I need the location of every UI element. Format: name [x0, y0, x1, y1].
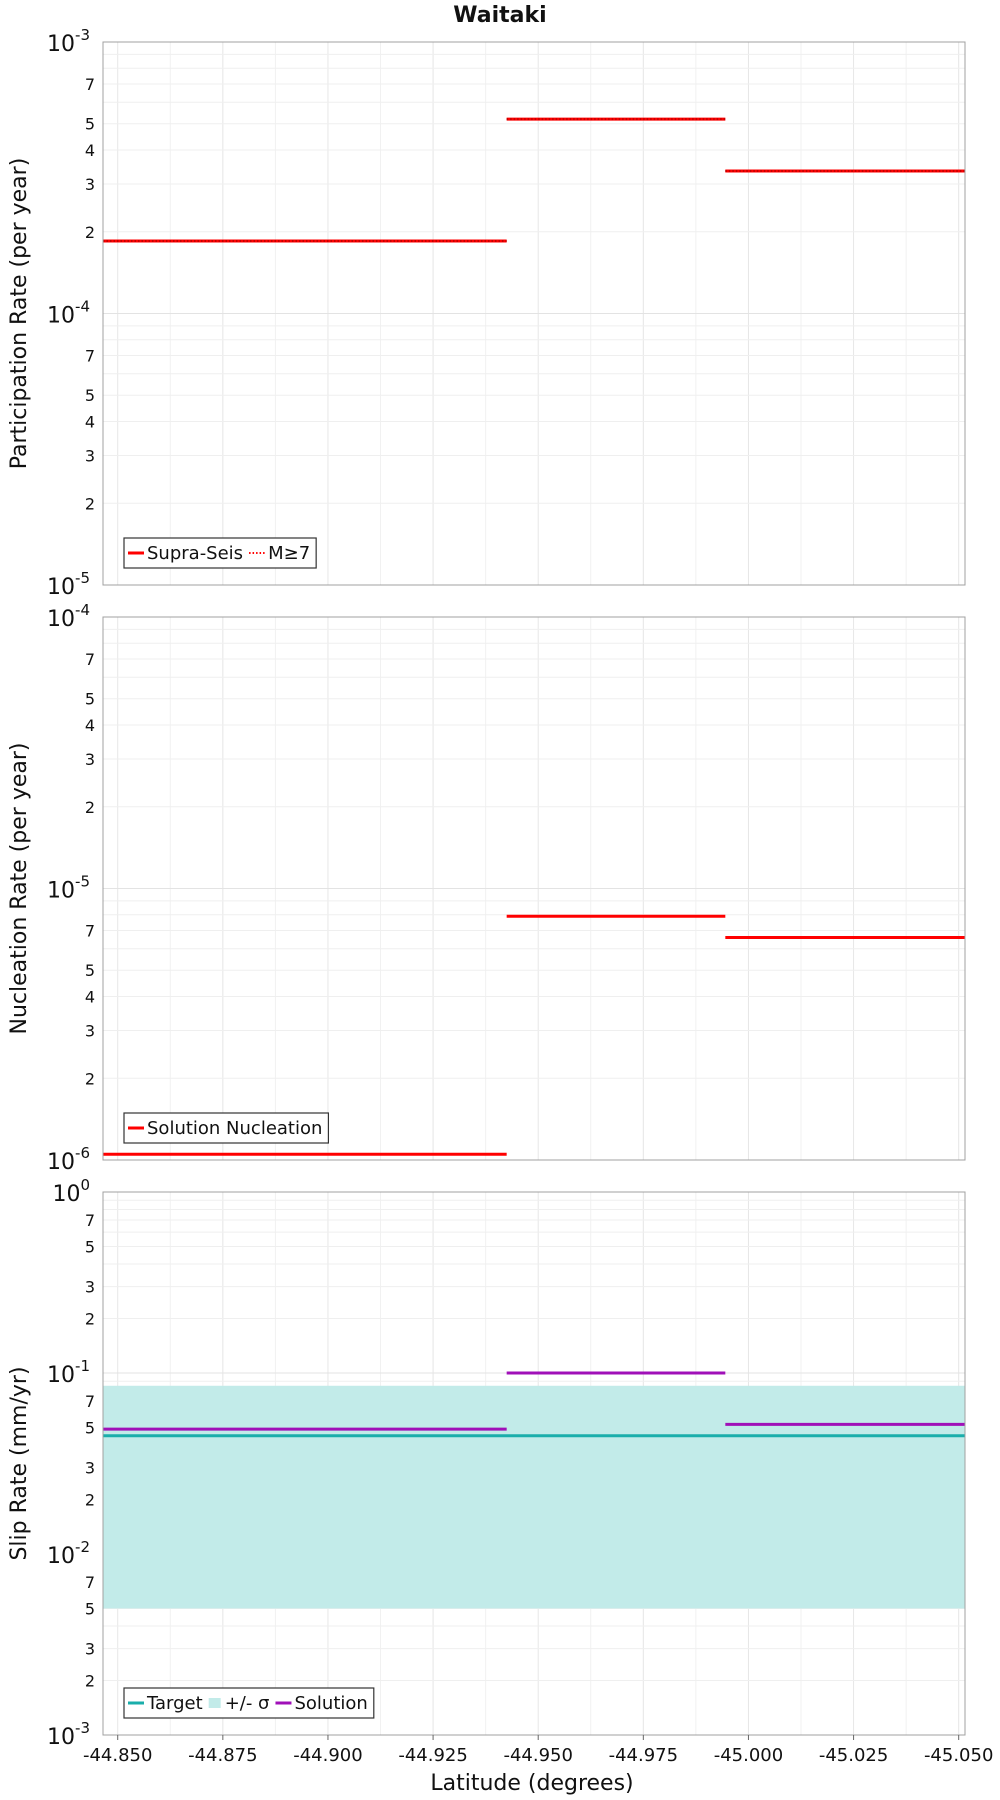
y-tick-minor-label: 3	[85, 1021, 95, 1040]
x-tick-label: -45.050	[924, 1745, 993, 1766]
y-tick-minor-label: 7	[85, 650, 95, 669]
y-axis-label: Participation Rate (per year)	[7, 158, 32, 470]
y-tick-major-label: 100	[52, 1176, 90, 1207]
legend-label-supra-seis: Supra-Seis	[147, 543, 243, 564]
y-tick-minor-label: 2	[85, 1310, 95, 1329]
x-tick-label: -44.875	[188, 1745, 257, 1766]
legend-label--: +/- σ	[225, 1693, 270, 1714]
y-tick-minor-label: 4	[85, 988, 95, 1007]
legend: Supra-Seis M≥7	[123, 537, 317, 569]
legend: Solution Nucleation	[123, 1112, 330, 1144]
x-tick-label: -44.850	[83, 1745, 152, 1766]
y-tick-minor-label: 5	[85, 1418, 95, 1437]
y-tick-minor-label: 2	[85, 1672, 95, 1691]
x-tick-label: -45.000	[714, 1745, 783, 1766]
y-tick-minor-label: 3	[85, 1459, 95, 1478]
panel-nucleation: 2 3 4 5 7 2 3 4 5 7 10-6 10-5 10-4 Solution Nucleatio…	[7, 601, 966, 1175]
y-tick-minor-label: 7	[85, 1211, 95, 1230]
y-tick-minor-label: 5	[85, 115, 95, 134]
y-tick-minor-label: 5	[85, 690, 95, 709]
y-tick-minor-label: 7	[85, 1573, 95, 1592]
legend-label-target: Target	[146, 1693, 203, 1714]
x-tick-label: -44.900	[293, 1745, 362, 1766]
y-tick-minor-label: 5	[85, 961, 95, 980]
x-tick-label: -44.975	[609, 1745, 678, 1766]
x-tick-label: -44.925	[398, 1745, 467, 1766]
y-tick-major-label: 10-2	[47, 1538, 90, 1569]
y-tick-minor-label: 2	[85, 1069, 95, 1088]
chart-title: Waitaki	[453, 3, 546, 28]
x-tick-label: -44.950	[503, 1745, 572, 1766]
y-tick-minor-label: 7	[85, 75, 95, 94]
plot-frame	[102, 616, 966, 1161]
x-axis-label: Latitude (degrees)	[430, 1771, 633, 1796]
y-tick-major-label: 10-6	[47, 1144, 90, 1175]
legend-swatch--	[208, 1698, 221, 1708]
y-tick-minor-label: 2	[85, 798, 95, 817]
plot-frame	[102, 1191, 966, 1736]
y-tick-major-label: 10-4	[47, 298, 90, 329]
panel-participation: 2 3 4 5 7 2 3 4 5 7 10-5 10-4 10-3 Supra-Seis M≥7 Parti…	[7, 26, 966, 600]
y-axis-label: Slip Rate (mm/yr)	[7, 1366, 32, 1560]
y-tick-minor-label: 5	[85, 386, 95, 405]
y-tick-minor-label: 2	[85, 494, 95, 513]
y-tick-minor-label: 3	[85, 750, 95, 769]
y-tick-minor-label: 3	[85, 1278, 95, 1297]
panel-slip: 2 3 5 7 2 3 5 7 2 3 5 7 10-3 10-2 10-1 100 Target +/- σ So…	[7, 1176, 966, 1750]
y-tick-minor-label: 3	[85, 1640, 95, 1659]
y-tick-minor-label: 7	[85, 347, 95, 366]
legend-label-m-7: M≥7	[268, 543, 310, 564]
y-tick-minor-label: 5	[85, 1237, 95, 1256]
y-axis-label: Nucleation Rate (per year)	[7, 743, 32, 1035]
legend-box	[123, 1687, 375, 1719]
sigma-band	[103, 1385, 965, 1609]
y-tick-minor-label: 4	[85, 141, 95, 160]
y-tick-minor-label: 5	[85, 1599, 95, 1618]
legend-box	[123, 1112, 330, 1144]
legend-label-solution: Solution	[294, 1693, 367, 1714]
y-tick-minor-label: 7	[85, 1392, 95, 1411]
legend-box	[123, 537, 317, 569]
legend-label-solution-nucleation: Solution Nucleation	[147, 1118, 322, 1139]
y-tick-major-label: 10-5	[47, 569, 90, 600]
x-tick-label: -45.025	[819, 1745, 888, 1766]
y-tick-minor-label: 4	[85, 413, 95, 432]
plot-frame	[102, 41, 966, 586]
y-tick-major-label: 10-1	[47, 1357, 90, 1388]
y-tick-minor-label: 7	[85, 922, 95, 941]
y-tick-major-label: 10-4	[47, 601, 90, 632]
y-tick-minor-label: 3	[85, 446, 95, 465]
y-tick-major-label: 10-5	[47, 873, 90, 904]
y-tick-major-label: 10-3	[47, 26, 90, 57]
y-tick-minor-label: 3	[85, 175, 95, 194]
legend: Target +/- σ Solution	[123, 1687, 375, 1719]
y-tick-minor-label: 2	[85, 1491, 95, 1510]
x-tick-labels: -44.850 -44.875 -44.900 -44.925 -44.950 -44.9…	[83, 1735, 993, 1766]
y-tick-minor-label: 4	[85, 716, 95, 735]
y-tick-minor-label: 2	[85, 223, 95, 242]
y-tick-major-label: 10-3	[47, 1719, 90, 1750]
